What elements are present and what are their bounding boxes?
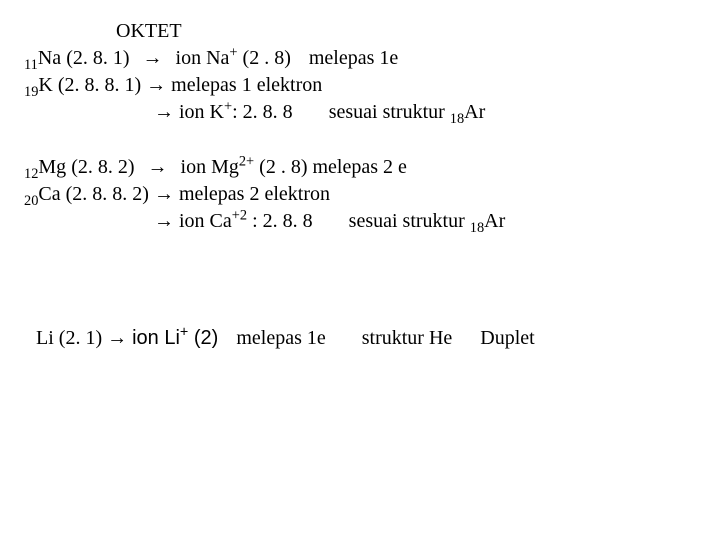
li-symbol: Li (36, 327, 54, 349)
li-trail: melepas 1e (236, 327, 325, 349)
duplet-label: Duplet (480, 327, 534, 349)
k-ion-label: ion K (179, 101, 224, 123)
arrow-icon: → (143, 47, 163, 69)
na-atomic-number: 11 (24, 57, 38, 73)
line-ca-ion: → ion Ca+2 : 2. 8. 8 sesuai struktur 18A… (24, 208, 696, 235)
mg-config: (2. 8. 2) (71, 156, 134, 178)
line-k-ion: → ion K+: 2. 8. 8 sesuai struktur 18Ar (24, 99, 696, 126)
ar-symbol-2: Ar (484, 210, 505, 232)
k-config: (2. 8. 8. 1) (58, 74, 141, 96)
line-li: Li (2. 1) → ion Li+ (2) melepas 1e struk… (36, 325, 696, 352)
na-symbol: Na (38, 47, 61, 69)
na-ion-config: (2 . 8) (243, 47, 291, 69)
mg-symbol: Mg (38, 156, 66, 178)
k-ion-config: : 2. 8. 8 (232, 101, 293, 123)
line-na: 11Na (2. 8. 1) → ion Na+ (2 . 8) melepas… (24, 45, 696, 72)
ca-atomic-number: 20 (24, 193, 38, 209)
document-page: OKTET 11Na (2. 8. 1) → ion Na+ (2 . 8) m… (0, 0, 720, 370)
ca-match-text: sesuai struktur (349, 210, 470, 232)
k-match-text: sesuai struktur (329, 101, 450, 123)
mg-ion-config: (2 . 8) (259, 156, 307, 178)
mg-ion-label: ion Mg (181, 156, 239, 178)
k-symbol: K (38, 74, 52, 96)
arrow-icon: → (146, 74, 166, 96)
na-config: (2. 8. 1) (66, 47, 129, 69)
li-ion-config: (2) (194, 327, 218, 349)
ar-atomic-number: 18 (450, 111, 464, 127)
na-ion-charge: + (229, 44, 237, 60)
k-atomic-number: 19 (24, 84, 38, 100)
arrow-icon: → (107, 327, 127, 349)
na-trail: melepas 1e (309, 47, 398, 69)
line-mg: 12Mg (2. 8. 2) → ion Mg2+ (2 . 8) melepa… (24, 154, 696, 181)
ca-ion-config: : 2. 8. 8 (247, 210, 313, 232)
na-ion-label: ion Na (176, 47, 230, 69)
ca-ion-label: ion Ca (179, 210, 232, 232)
k-ion-charge: + (224, 98, 232, 114)
ca-trail: melepas 2 elektron (179, 183, 330, 205)
mg-trail: melepas 2 e (313, 156, 407, 178)
ca-symbol: Ca (38, 183, 60, 205)
ca-config: (2. 8. 8. 2) (66, 183, 149, 205)
mg-atomic-number: 12 (24, 166, 38, 182)
arrow-icon: → (148, 156, 168, 178)
arrow-icon: → (154, 101, 174, 123)
li-ion-charge: + (180, 324, 188, 340)
li-ion-label: ion Li (132, 327, 180, 349)
line-ca: 20Ca (2. 8. 8. 2) → melepas 2 elektron (24, 181, 696, 208)
line-k: 19K (2. 8. 8. 1) → melepas 1 elektron (24, 72, 696, 99)
arrow-icon: → (154, 183, 174, 205)
arrow-icon: → (154, 210, 174, 232)
k-trail: melepas 1 elektron (171, 74, 322, 96)
li-match-text: struktur He (362, 327, 453, 349)
li-config: (2. 1) (59, 327, 102, 349)
ca-ion-charge: +2 (232, 207, 247, 223)
ar-symbol: Ar (464, 101, 485, 123)
mg-ion-charge: 2+ (239, 153, 254, 169)
ar-atomic-number-2: 18 (470, 220, 484, 236)
title: OKTET (24, 18, 696, 45)
